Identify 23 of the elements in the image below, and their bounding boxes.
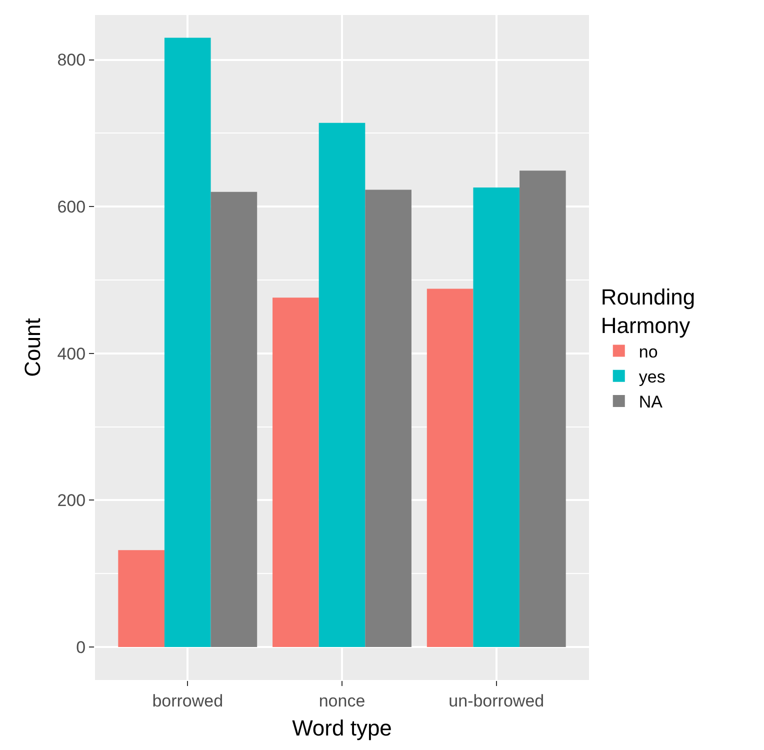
legend-title: Rounding Harmony <box>600 284 696 338</box>
legend-label: yes <box>638 367 666 386</box>
bar <box>426 288 474 647</box>
bar <box>318 122 366 647</box>
bar <box>164 38 211 647</box>
y-tick-label: 0 <box>76 638 86 657</box>
x-tick-label: nonce <box>318 691 366 710</box>
legend-label: no <box>638 342 658 362</box>
legend-label: NA <box>638 392 664 412</box>
y-tick-label: 400 <box>57 344 86 364</box>
y-axis-title: Count <box>20 318 46 377</box>
bar <box>272 298 319 647</box>
x-axis-title: Word type <box>292 715 392 740</box>
bar <box>365 190 412 647</box>
y-tick-label: 800 <box>57 50 86 70</box>
y-tick-label: 200 <box>57 491 86 510</box>
y-tick-label: 600 <box>57 198 86 217</box>
bar <box>473 187 520 647</box>
bar <box>210 192 258 647</box>
bar <box>118 550 164 647</box>
x-tick-label: borrowed <box>152 691 224 710</box>
x-tick-label: un-borrowed <box>448 691 544 710</box>
bar <box>520 170 566 647</box>
